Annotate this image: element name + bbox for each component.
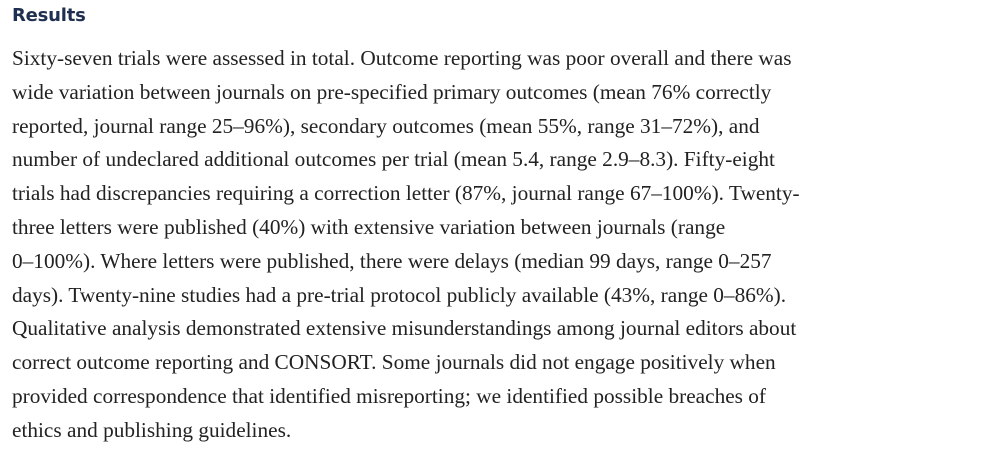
paragraph-line: trials had discrepancies requiring a cor…: [12, 181, 800, 206]
paragraph-line: wide variation between journals on pre-s…: [12, 79, 772, 104]
paragraph-line: number of undeclared additional outcomes…: [12, 147, 775, 172]
paragraph-line: Qualitative analysis demonstrated extens…: [12, 316, 797, 341]
paragraph-line: correct outcome reporting and CONSORT. S…: [12, 350, 776, 375]
paragraph-line: three letters were published (40%) with …: [12, 214, 726, 239]
paragraph-line: 0–100%). Where letters were published, t…: [12, 248, 772, 273]
section-heading: Results: [12, 5, 86, 26]
paragraph-line: Sixty-seven trials were assessed in tota…: [12, 46, 792, 70]
paragraph-line: reported, journal range 25–96%), seconda…: [12, 113, 760, 138]
paragraph-line: ethics and publishing guidelines.: [12, 417, 292, 442]
paragraph-line: days). Twenty-nine studies had a pre-tri…: [12, 282, 787, 307]
results-paragraph: Sixty-seven trials were assessed in tota…: [12, 42, 800, 448]
paragraph-line: provided correspondence that identified …: [12, 383, 767, 408]
